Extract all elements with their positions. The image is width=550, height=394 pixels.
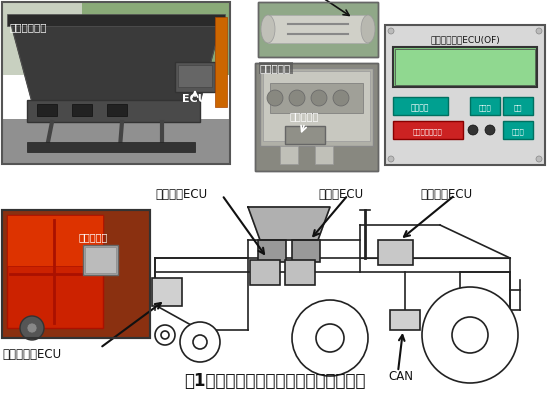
Circle shape	[536, 156, 542, 162]
Text: 繰出ロール: 繰出ロール	[260, 63, 292, 73]
Circle shape	[422, 287, 518, 383]
Bar	[27, 142, 195, 152]
Text: コントローラECU(OF): コントローラECU(OF)	[430, 35, 500, 45]
Bar	[385, 25, 545, 165]
Text: CAN: CAN	[388, 370, 413, 383]
Circle shape	[20, 316, 44, 340]
Circle shape	[316, 324, 344, 352]
Bar	[2, 119, 230, 164]
Bar	[72, 104, 92, 116]
Ellipse shape	[261, 15, 275, 43]
Circle shape	[193, 335, 207, 349]
Bar	[260, 68, 373, 146]
Bar	[37, 104, 57, 116]
Bar	[270, 83, 363, 113]
Bar	[2, 210, 150, 338]
Circle shape	[452, 317, 488, 353]
Text: パラメータ増減: パラメータ増減	[413, 129, 443, 135]
Bar	[315, 146, 333, 164]
Bar	[82, 2, 230, 75]
Bar	[470, 97, 500, 115]
Circle shape	[388, 28, 394, 34]
Bar	[390, 310, 420, 330]
Circle shape	[333, 90, 349, 106]
Bar	[178, 65, 212, 87]
Bar	[250, 260, 280, 285]
Text: 施肥ユニット: 施肥ユニット	[10, 22, 47, 32]
Bar	[285, 126, 325, 144]
Bar	[268, 15, 368, 43]
Bar	[255, 63, 378, 171]
Bar	[263, 71, 370, 141]
Bar	[393, 97, 448, 115]
Bar	[175, 62, 215, 92]
Bar	[503, 97, 533, 115]
Circle shape	[536, 28, 542, 34]
Bar	[395, 49, 535, 85]
Bar	[7, 14, 225, 26]
Text: ECU: ECU	[182, 94, 207, 104]
Ellipse shape	[361, 15, 375, 43]
Text: エンコーダ: エンコーダ	[79, 232, 108, 242]
Bar	[378, 240, 413, 265]
Bar	[503, 121, 533, 139]
Bar	[292, 240, 320, 262]
Bar	[2, 2, 230, 75]
Bar	[285, 260, 315, 285]
Circle shape	[180, 322, 220, 362]
Text: 項目設定: 項目設定	[411, 104, 429, 113]
Bar	[7, 215, 103, 328]
Bar	[215, 17, 227, 107]
Text: 送信: 送信	[514, 105, 522, 111]
Bar	[393, 47, 537, 87]
Text: 近接センサ: 近接センサ	[290, 111, 320, 121]
Circle shape	[27, 323, 37, 333]
Bar	[2, 210, 150, 338]
Text: 入力表示ECU: 入力表示ECU	[420, 188, 472, 201]
Text: 回転計ECU: 回転計ECU	[318, 188, 363, 201]
Polygon shape	[10, 20, 222, 102]
Bar	[152, 278, 182, 306]
Bar	[27, 100, 200, 122]
Bar	[280, 146, 298, 164]
Bar	[258, 2, 378, 57]
Bar	[85, 247, 117, 273]
Polygon shape	[248, 207, 330, 240]
Text: 減　増: 減 増	[512, 129, 524, 135]
Circle shape	[292, 300, 368, 376]
Bar	[84, 245, 118, 275]
Bar	[7, 215, 103, 266]
Circle shape	[289, 90, 305, 106]
Bar	[2, 2, 82, 75]
Text: 図1　速度連動施肥制御システムの構成: 図1 速度連動施肥制御システムの構成	[184, 372, 366, 390]
Bar	[393, 121, 463, 139]
Circle shape	[388, 156, 394, 162]
Circle shape	[311, 90, 327, 106]
Text: 繰出制御ECU: 繰出制御ECU	[155, 188, 207, 201]
Text: 次項目: 次項目	[478, 105, 491, 111]
Circle shape	[161, 331, 169, 339]
Text: 速度距離計ECU: 速度距離計ECU	[2, 348, 61, 361]
Circle shape	[485, 125, 495, 135]
Circle shape	[267, 90, 283, 106]
Circle shape	[468, 125, 478, 135]
Bar	[255, 63, 378, 171]
Bar	[258, 240, 286, 262]
Bar	[258, 2, 378, 57]
Bar	[107, 104, 127, 116]
Circle shape	[155, 325, 175, 345]
Bar	[2, 2, 230, 164]
